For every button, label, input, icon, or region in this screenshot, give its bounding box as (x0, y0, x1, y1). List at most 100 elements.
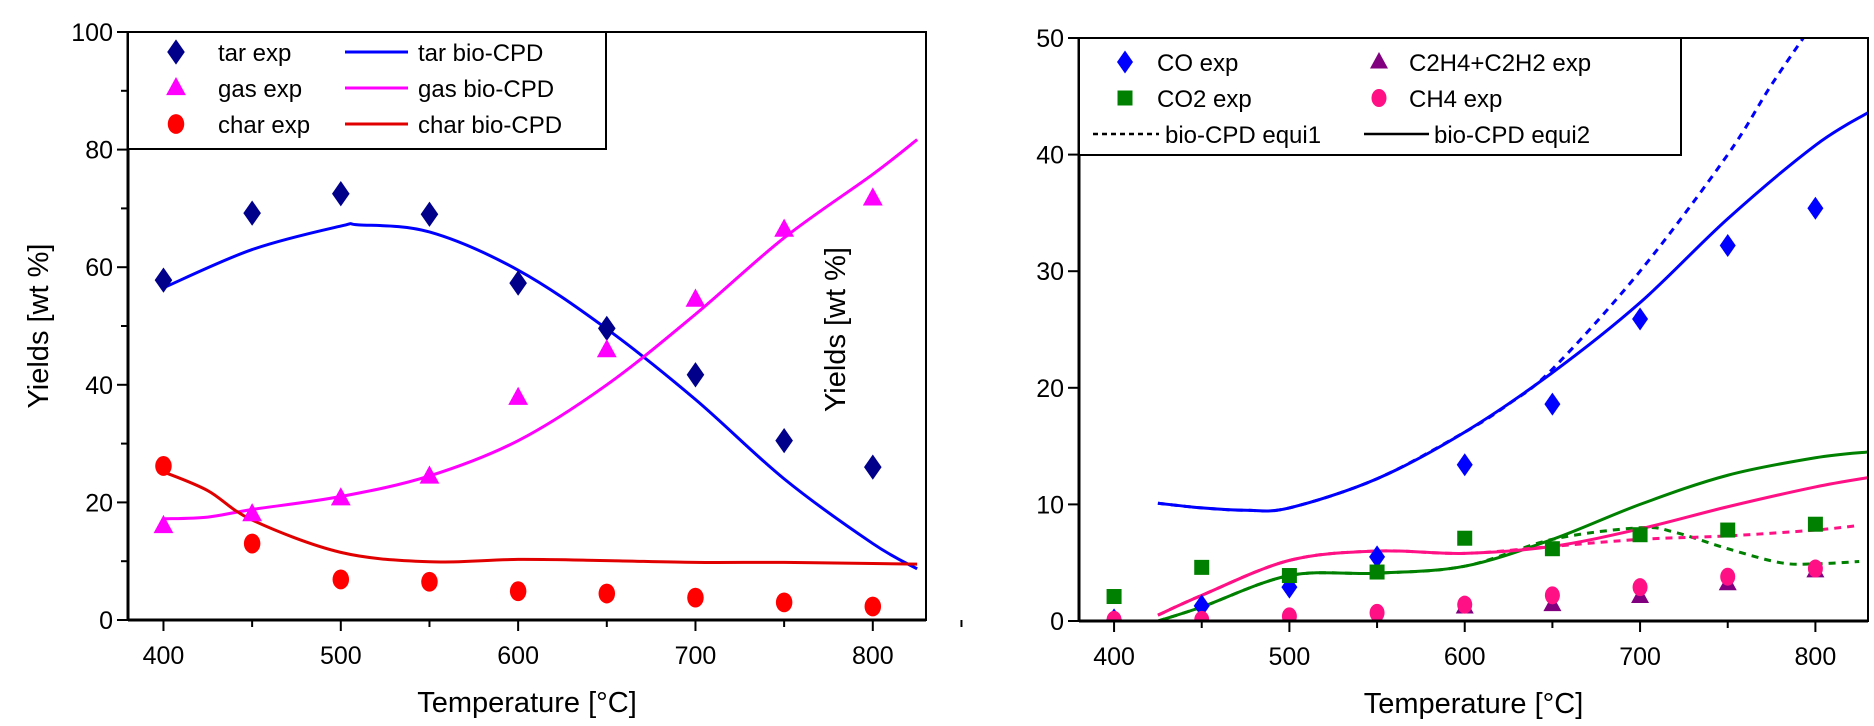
legend-label: bio-CPD equi1 (1165, 122, 1321, 149)
data-point-ch4-exp (1369, 603, 1385, 621)
data-point-gas-exp (419, 465, 440, 484)
legend-marker-circle (1371, 89, 1387, 107)
data-point-co2-exp (1544, 541, 1560, 557)
plot-area (153, 138, 919, 617)
data-point-char-exp (509, 581, 527, 602)
legend-label: C2H4+C2H2 exp (1409, 50, 1591, 77)
data-point-tar-exp (598, 315, 616, 342)
data-point-char-exp (775, 592, 793, 613)
data-point-char-exp (243, 533, 261, 554)
legend-label: gas exp (218, 76, 302, 103)
data-point-ch4-exp (1106, 610, 1122, 621)
data-point-gas-exp (685, 288, 706, 307)
x-axis-label: Temperature [°C] (1364, 688, 1584, 720)
data-point-ch4-exp (1194, 610, 1210, 621)
data-point-char-exp (332, 569, 350, 590)
plot-area (1079, 38, 1868, 621)
legend-label: gas bio-CPD (418, 76, 554, 103)
series-line-co2-bio-cpd-equi2 (1157, 450, 1868, 621)
legend-label: char exp (218, 112, 310, 139)
y-tick-label: 40 (85, 372, 113, 400)
legend-marker-diamond (1117, 50, 1133, 74)
data-point-ch4-exp (1544, 586, 1560, 605)
data-point-co2-exp (1720, 522, 1736, 538)
series-line-tar-bio-cpd (162, 222, 918, 571)
data-point-ch4-exp (1457, 595, 1473, 614)
data-point-gas-exp (774, 218, 795, 237)
legend-label: char bio-CPD (418, 112, 562, 139)
series-line-co-bio-cpd-equi1 (1157, 38, 1806, 513)
data-point-co-exp (1719, 234, 1736, 258)
x-tick-label: 800 (1795, 643, 1837, 671)
x-tick-label: 700 (675, 642, 717, 670)
x-tick-label: 800 (852, 642, 894, 670)
legend-marker-triangle (1370, 52, 1388, 69)
legend-label: tar bio-CPD (418, 40, 543, 67)
series-line-gas-bio-cpd (163, 138, 919, 521)
y-axis-label: Yields [wt %] (23, 244, 55, 409)
data-point-tar-exp (154, 267, 173, 293)
y-tick-label: 50 (1036, 25, 1064, 53)
x-tick-label: 500 (320, 642, 362, 670)
data-point-char-exp (155, 456, 172, 476)
y-axis-label: Yields [wt %] (820, 247, 852, 412)
legend-marker-diamond (167, 39, 185, 65)
legend-label: CO exp (1157, 50, 1238, 77)
data-point-gas-exp (596, 339, 617, 358)
data-point-char-exp (687, 587, 704, 608)
data-point-tar-exp (243, 200, 261, 226)
data-point-gas-exp (862, 187, 883, 206)
data-point-char-exp (864, 596, 882, 617)
y-tick-label: 80 (85, 137, 113, 165)
y-tick-label: 0 (99, 607, 113, 635)
x-axis-label: Temperature [°C] (417, 687, 637, 719)
legend-label: CO2 exp (1157, 86, 1252, 113)
data-point-co2-exp (1281, 568, 1297, 584)
data-point-co-exp (1544, 392, 1561, 416)
data-point-co-exp (1632, 307, 1649, 331)
x-tick-label: 600 (497, 642, 539, 670)
left-chart-tar-gas-char: 400 500 600 700 800 0 20 40 60 80 100 Temperature [… (23, 19, 963, 719)
x-tick-label: 500 (1269, 643, 1311, 671)
x-tick-label: 400 (1093, 643, 1135, 671)
y-tick-label: 60 (85, 254, 113, 282)
data-point-ch4-exp (1281, 607, 1297, 621)
right-chart-gas-species: 400 500 600 700 800 0 10 20 30 40 50 Temperature [°… (820, 25, 1869, 720)
data-point-tar-exp (686, 362, 705, 388)
data-point-co-exp (1193, 594, 1210, 618)
data-point-co2-exp (1807, 516, 1823, 532)
series-line-char-bio-cpd (162, 470, 918, 566)
series-line-ch4-bio-cpd-equi2 (1157, 476, 1868, 617)
data-point-co2-exp (1106, 589, 1122, 605)
data-point-tar-exp (509, 270, 527, 296)
data-point-tar-exp (420, 201, 439, 227)
y-tick-label: 20 (1036, 375, 1064, 403)
y-tick-label: 20 (85, 489, 113, 517)
y-tick-label: 100 (71, 19, 113, 47)
x-tick-label: 600 (1444, 643, 1486, 671)
y-tick-label: 10 (1036, 491, 1064, 519)
data-point-gas-exp (242, 503, 263, 522)
legend-marker-triangle (166, 77, 186, 96)
data-point-co-exp (1807, 196, 1824, 220)
y-tick-label: 30 (1036, 258, 1064, 286)
legend-marker-square (1117, 90, 1133, 106)
x-tick-label: 700 (1619, 643, 1661, 671)
data-point-gas-exp (330, 487, 351, 506)
data-point-tar-exp (864, 454, 882, 480)
y-tick-label: 0 (1050, 608, 1064, 636)
data-point-ch4-exp (1632, 578, 1648, 597)
data-point-char-exp (421, 571, 438, 592)
legend: CO exp C2H4+C2H2 exp CO2 exp CH4 exp bio-CPD… (1078, 37, 1682, 156)
data-point-char-exp (598, 583, 616, 604)
data-point-co-exp (1456, 453, 1473, 477)
legend: tar exp gas exp char exp tar bio-CPD gas bio… (127, 31, 607, 150)
data-point-tar-exp (332, 181, 350, 207)
data-point-co2-exp (1457, 530, 1473, 546)
legend-marker-circle (167, 114, 185, 134)
y-tick-label: 40 (1036, 142, 1064, 170)
data-point-ch4-exp (1807, 559, 1823, 578)
data-point-gas-exp (508, 386, 529, 405)
data-point-gas-exp (153, 514, 174, 534)
legend-label: tar exp (218, 40, 291, 67)
